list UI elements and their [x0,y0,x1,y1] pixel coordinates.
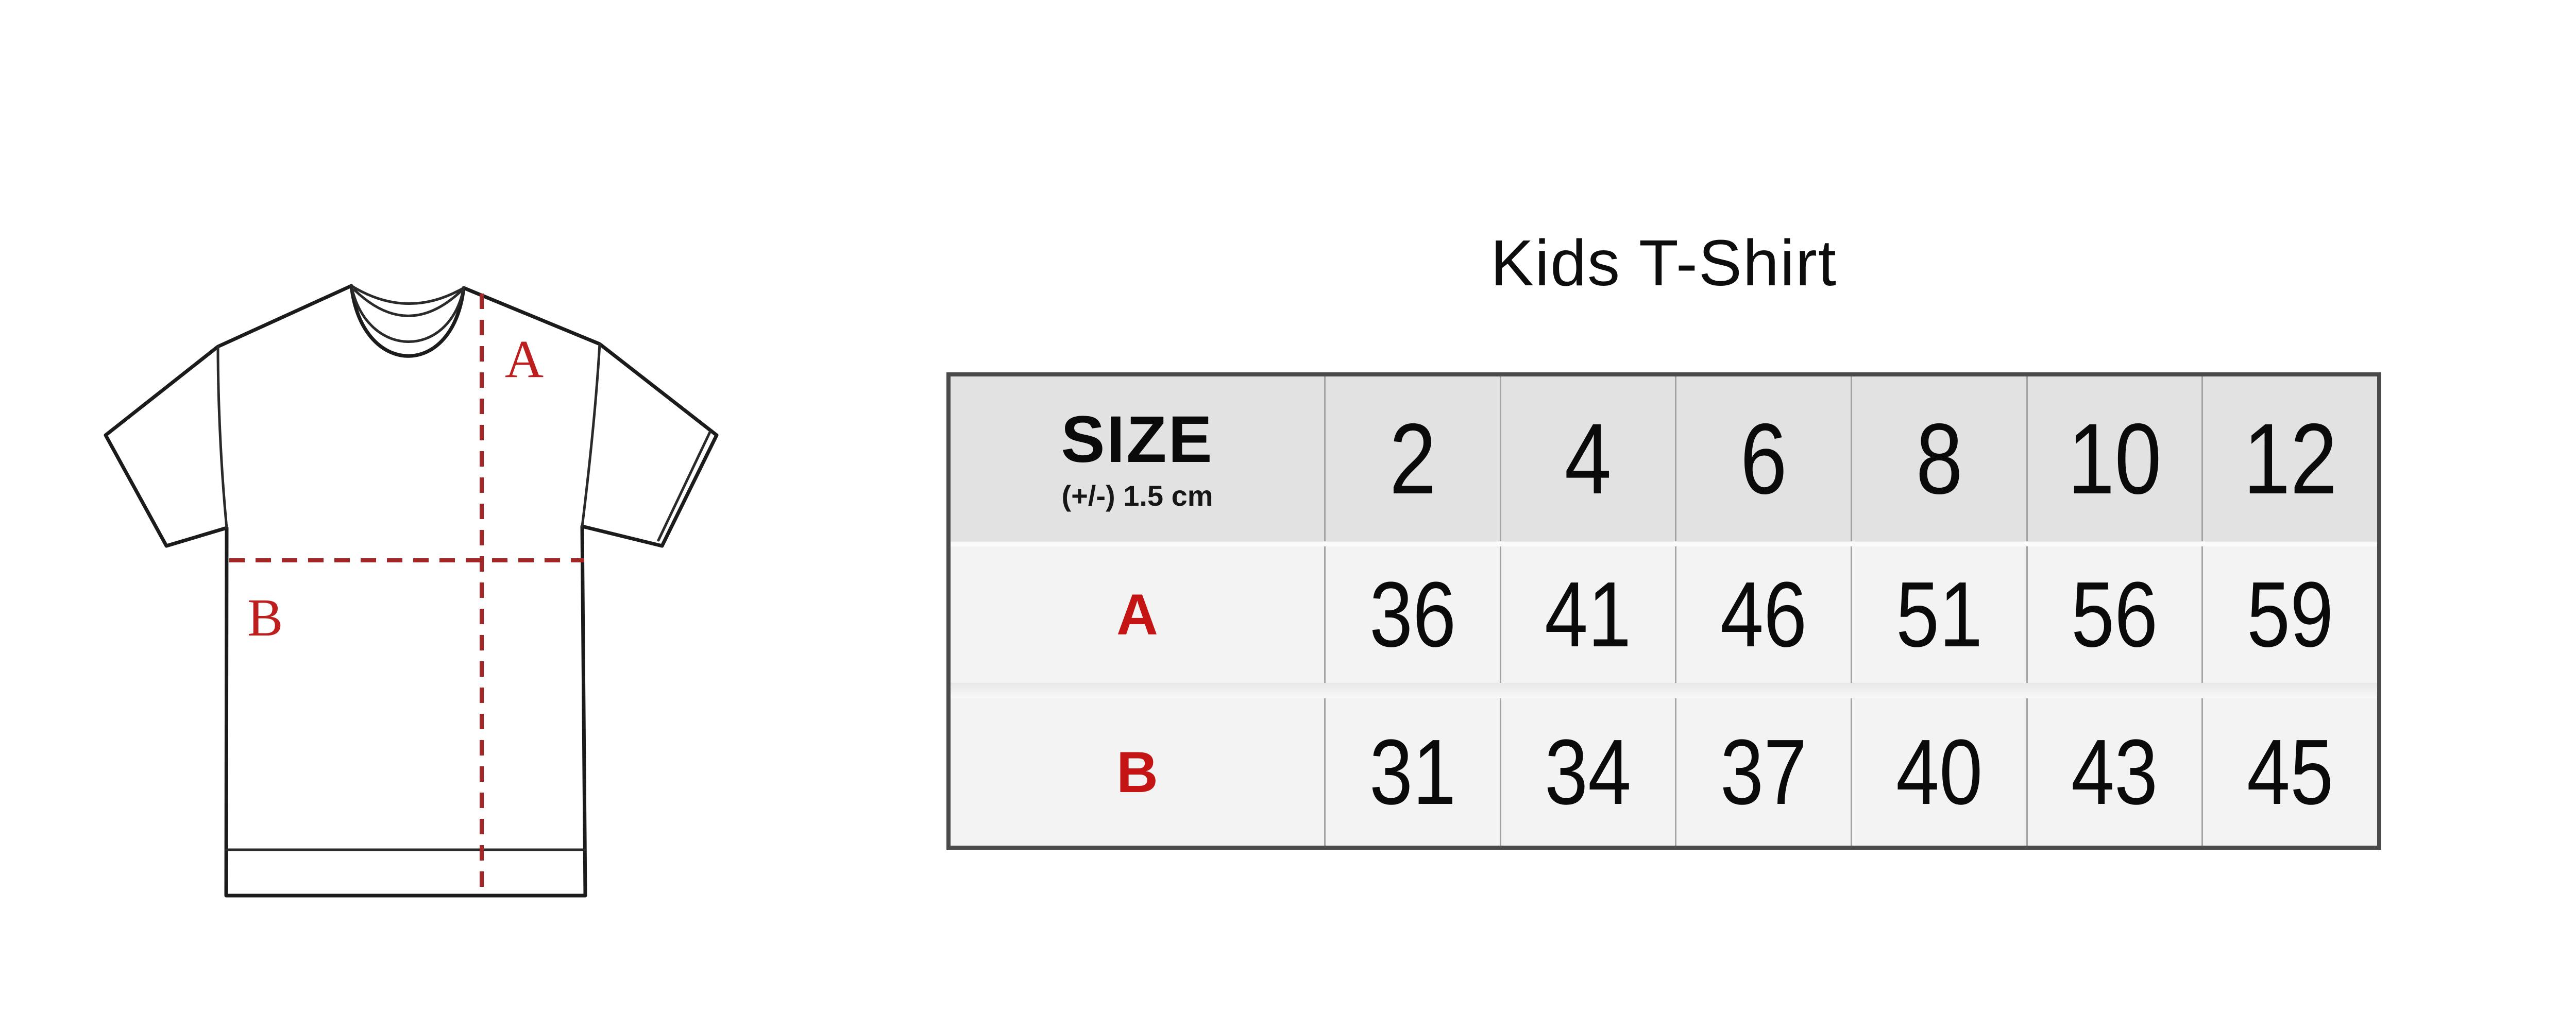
row-b-label-cell: B [951,698,1324,846]
right-cuff-line [657,431,711,542]
row-a-label-cell: A [951,546,1324,683]
size-table: SIZE (+/-) 1.5 cm 2 4 6 8 10 12 A 36 41 … [946,372,2381,850]
table-cell: 56 [2026,546,2202,683]
tshirt-svg: A B [104,284,719,898]
collar-inner-line [350,284,465,343]
table-cell: 34 [1499,698,1675,846]
table-cell: 51 [1850,546,2026,683]
table-cell: 59 [2201,546,2377,683]
table-cell: 36 [1324,546,1500,683]
page-title: Kids T-Shirt [1490,227,1837,299]
right-armhole-seam [581,342,601,528]
left-armhole-seam [216,345,228,529]
row-separator [951,683,2377,698]
diagram-label-b: B [247,588,283,647]
table-cell: 40 [1850,698,2026,846]
column-header: 4 [1499,376,1675,541]
table-cell: 31 [1324,698,1500,846]
collar-band-line [353,288,462,317]
tshirt-outline [104,284,719,898]
column-header: 12 [2201,376,2377,541]
column-header: 6 [1675,376,1851,541]
table-cell: 41 [1499,546,1675,683]
diagram-label-a: A [505,330,544,389]
table-cell: 46 [1675,546,1851,683]
tolerance-label: (+/-) 1.5 cm [1061,479,1213,512]
column-header: 8 [1850,376,2026,541]
collar-back-line [350,284,465,305]
column-header: 10 [2026,376,2202,541]
tshirt-measurement-diagram: A B [98,242,788,927]
size-header-cell: SIZE (+/-) 1.5 cm [951,376,1324,541]
table-cell: 43 [2026,698,2202,846]
table-cell: 37 [1675,698,1851,846]
size-label: SIZE [1061,403,1214,477]
column-header: 2 [1324,376,1500,541]
table-cell: 45 [2201,698,2377,846]
row-separator [951,541,2377,546]
